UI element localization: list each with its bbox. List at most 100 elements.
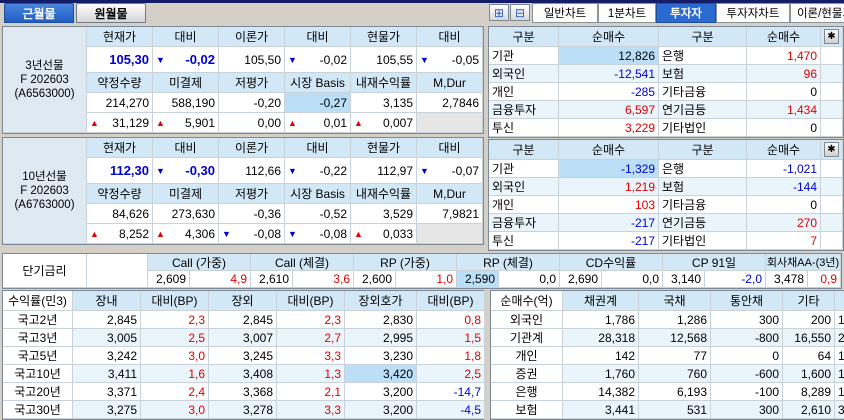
row-label: 금융투자 <box>489 214 559 232</box>
empty-cell <box>821 214 843 232</box>
row-label: 국고30년 <box>3 401 73 419</box>
value-cell: 3,441 <box>563 401 639 419</box>
value-cell: -100 <box>711 383 783 401</box>
down-arrow-icon: ▼ <box>288 54 297 65</box>
value-cell: 2,995 <box>345 329 417 347</box>
header-cell: 구분 <box>659 140 747 160</box>
value-cell: 300 <box>711 401 783 419</box>
change-cell: ▲ 31,129 <box>87 113 153 133</box>
month-tab-bar: 근월물 원월물 <box>4 3 146 23</box>
value-cell: 7 <box>747 232 821 250</box>
header-cell: 순매수 <box>747 140 821 160</box>
header-cell: 수익률(민3) <box>3 291 73 311</box>
settings-gear-icon[interactable]: ✱ <box>824 142 839 157</box>
up-arrow-icon: ▲ <box>354 117 363 128</box>
row-label: 외국인 <box>489 65 559 83</box>
row-label: 보험 <box>491 401 563 419</box>
value-cell: -0,52 <box>285 204 351 224</box>
tab-investor-chart[interactable]: 투자자차트 <box>716 3 790 23</box>
value-cell: 3,478 <box>766 271 808 288</box>
value-cell: -217 <box>559 214 659 232</box>
value-cell: 2,5 <box>141 329 209 347</box>
tab-general-chart[interactable]: 일반차트 <box>532 3 598 23</box>
value-cell: -1,021 <box>747 160 821 178</box>
row-label: 외국인 <box>489 178 559 196</box>
down-arrow-icon: ▼ <box>288 228 297 239</box>
row-label: 증권 <box>491 365 563 383</box>
value-cell-selected[interactable]: -1,329 <box>559 160 659 178</box>
down-arrow-icon: ▼ <box>156 165 165 176</box>
value-cell: -12,541 <box>559 65 659 83</box>
value-cell: 3,200 <box>345 401 417 419</box>
value-cell: 0 <box>711 347 783 365</box>
clipped-value: 2 <box>835 329 844 347</box>
value-cell: -800 <box>711 329 783 347</box>
value-cell: 112,97 <box>351 158 417 184</box>
header-cell: 장내 <box>73 291 141 311</box>
layout-button-group: ⊞ ⊟ <box>489 4 530 21</box>
up-arrow-icon: ▲ <box>90 228 99 239</box>
change-cell: 4,9 <box>190 271 251 288</box>
tab-near-month[interactable]: 근월물 <box>4 3 74 23</box>
empty-cell <box>821 65 843 83</box>
value-cell: 3,275 <box>73 401 141 419</box>
empty-cell <box>821 47 843 65</box>
value-cell: 96 <box>747 65 821 83</box>
change-cell: ▲ 4,306 <box>153 224 219 244</box>
row-label: 국고3년 <box>3 329 73 347</box>
split-layout-left-icon[interactable]: ⊞ <box>489 4 509 21</box>
tab-far-month[interactable]: 원월물 <box>76 3 146 23</box>
value-cell: 1,600 <box>783 365 835 383</box>
value-cell: 760 <box>639 365 711 383</box>
value-cell-selected[interactable]: 3,420 <box>345 365 417 383</box>
value-cell: 3,229 <box>559 119 659 137</box>
tab-investor[interactable]: 투자자 <box>656 3 716 23</box>
header-cell: CD수익률 <box>560 254 663 271</box>
header-cell: 내재수익률 <box>351 184 417 204</box>
split-layout-right-icon[interactable]: ⊟ <box>510 4 530 21</box>
value-cell: 3,242 <box>73 347 141 365</box>
value-cell: 84,626 <box>87 204 153 224</box>
tab-1min-chart[interactable]: 1분차트 <box>598 3 656 23</box>
settings-gear-icon[interactable]: ✱ <box>824 29 839 44</box>
change-cell: 0,0 <box>602 271 663 288</box>
header-cell: 약정수량 <box>87 184 153 204</box>
row-label: 국고20년 <box>3 383 73 401</box>
change-cell: 3,6 <box>293 271 354 288</box>
value-cell: 3,408 <box>209 365 277 383</box>
value-cell: 142 <box>563 347 639 365</box>
header-cell: 대비 <box>417 138 483 158</box>
value-cell: 0 <box>747 119 821 137</box>
change-cell: 0,0 <box>499 271 560 288</box>
down-arrow-icon: ▼ <box>420 54 429 65</box>
tab-theory-spot[interactable]: 이론/현물가 <box>790 3 844 23</box>
header-cell: 현재가 <box>87 27 153 47</box>
empty-cell <box>821 119 843 137</box>
value-cell: 2,4 <box>141 383 209 401</box>
row-label: 외국인 <box>491 311 563 329</box>
value-cell: 77 <box>639 347 711 365</box>
instrument-contract: F 202603 <box>20 73 69 86</box>
header-cell: Call (가중) <box>148 254 251 271</box>
value-cell-selected[interactable]: 12,826 <box>559 47 659 65</box>
value-cell-selected[interactable]: -0,27 <box>285 93 351 113</box>
value-cell: 2,7 <box>277 329 345 347</box>
value-cell: 0,8 <box>417 311 485 329</box>
value-cell: 0 <box>747 196 821 214</box>
header-cell: 이론가 <box>219 138 285 158</box>
header-cell: 국채 <box>639 291 711 311</box>
value-cell: 2,609 <box>148 271 190 288</box>
header-cell: 회사채AA-(3년) <box>766 254 841 271</box>
value-cell: 103 <box>559 196 659 214</box>
value-cell: 2,610 <box>783 401 835 419</box>
value-cell: 105,55 <box>351 47 417 73</box>
value-cell-selected[interactable]: 2,590 <box>457 271 499 288</box>
row-label: 기관 <box>489 160 559 178</box>
instrument-code: (A6763000) <box>14 198 75 211</box>
header-cell: 기타 <box>783 291 835 311</box>
value-cell: 273,630 <box>153 204 219 224</box>
header-cell: Call (체결) <box>251 254 354 271</box>
change-cell: ▲ 5,901 <box>153 113 219 133</box>
header-cell: 순매수 <box>747 27 821 47</box>
header-cell: M,Dur <box>417 73 483 93</box>
